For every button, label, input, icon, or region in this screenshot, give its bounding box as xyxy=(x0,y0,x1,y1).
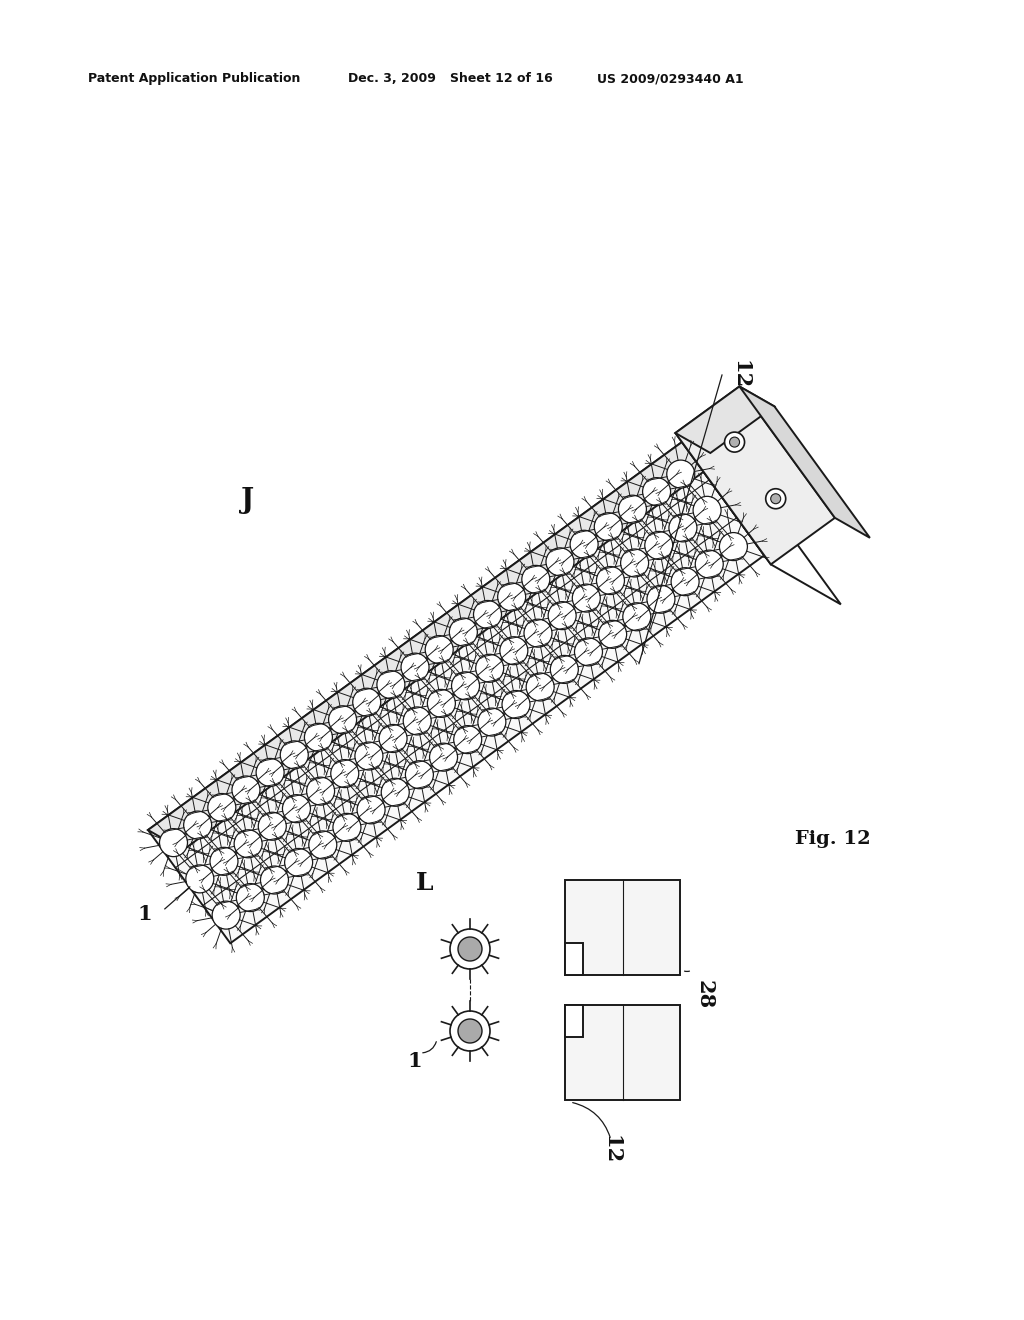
Circle shape xyxy=(210,847,238,875)
Circle shape xyxy=(185,865,214,892)
Circle shape xyxy=(478,708,506,737)
Circle shape xyxy=(546,548,574,576)
Circle shape xyxy=(524,619,552,647)
Circle shape xyxy=(645,532,673,560)
Circle shape xyxy=(550,656,579,684)
Polygon shape xyxy=(565,1005,583,1038)
Circle shape xyxy=(429,743,458,771)
Polygon shape xyxy=(148,442,717,850)
Polygon shape xyxy=(739,387,870,537)
Circle shape xyxy=(671,568,699,595)
Circle shape xyxy=(771,494,780,504)
Text: Patent Application Publication: Patent Application Publication xyxy=(88,73,300,84)
Polygon shape xyxy=(676,387,835,565)
Circle shape xyxy=(526,673,554,701)
Circle shape xyxy=(260,866,289,894)
Text: 1: 1 xyxy=(408,1051,422,1071)
Polygon shape xyxy=(682,442,800,576)
Circle shape xyxy=(283,795,310,822)
Circle shape xyxy=(425,636,454,664)
Circle shape xyxy=(522,565,550,594)
Circle shape xyxy=(256,759,284,787)
Circle shape xyxy=(285,849,312,876)
Circle shape xyxy=(377,671,404,698)
Text: US 2009/0293440 A1: US 2009/0293440 A1 xyxy=(597,73,743,84)
Circle shape xyxy=(258,812,287,841)
Circle shape xyxy=(766,488,785,508)
Circle shape xyxy=(548,602,577,630)
Text: Fig. 12: Fig. 12 xyxy=(795,830,870,847)
Circle shape xyxy=(450,618,477,645)
Circle shape xyxy=(450,1011,490,1051)
Circle shape xyxy=(379,725,408,752)
Text: L: L xyxy=(416,871,434,895)
Circle shape xyxy=(458,937,482,961)
Circle shape xyxy=(329,706,356,734)
Circle shape xyxy=(695,550,723,578)
Circle shape xyxy=(183,810,212,840)
Circle shape xyxy=(647,585,675,614)
Circle shape xyxy=(333,813,360,841)
Polygon shape xyxy=(676,433,841,605)
Circle shape xyxy=(500,636,527,665)
Circle shape xyxy=(458,1019,482,1043)
Text: Dec. 3, 2009: Dec. 3, 2009 xyxy=(348,73,436,84)
Circle shape xyxy=(381,779,410,807)
Circle shape xyxy=(725,432,744,453)
Circle shape xyxy=(667,461,694,488)
Circle shape xyxy=(473,601,502,628)
Circle shape xyxy=(454,726,481,754)
Text: 1: 1 xyxy=(137,904,153,924)
Text: Sheet 12 of 16: Sheet 12 of 16 xyxy=(450,73,553,84)
Circle shape xyxy=(596,566,625,594)
Circle shape xyxy=(406,760,433,789)
Circle shape xyxy=(599,620,627,648)
Circle shape xyxy=(212,902,241,929)
Circle shape xyxy=(450,929,490,969)
Circle shape xyxy=(693,496,721,524)
Circle shape xyxy=(729,437,739,447)
Polygon shape xyxy=(565,942,583,975)
Text: 28: 28 xyxy=(695,981,715,1010)
Circle shape xyxy=(621,549,648,577)
Circle shape xyxy=(669,513,697,543)
Circle shape xyxy=(574,638,602,665)
Circle shape xyxy=(232,776,260,804)
Polygon shape xyxy=(565,1005,680,1100)
Circle shape xyxy=(357,796,385,824)
Circle shape xyxy=(427,689,456,717)
Text: 12: 12 xyxy=(601,1135,621,1164)
Circle shape xyxy=(160,829,187,857)
Circle shape xyxy=(572,583,600,612)
Text: 12: 12 xyxy=(730,360,750,389)
Circle shape xyxy=(234,830,262,858)
Circle shape xyxy=(304,723,333,751)
Circle shape xyxy=(208,793,236,821)
Circle shape xyxy=(594,512,623,541)
Circle shape xyxy=(309,830,337,859)
Circle shape xyxy=(306,777,335,805)
Text: J: J xyxy=(242,487,255,513)
Circle shape xyxy=(281,741,308,768)
Polygon shape xyxy=(676,387,774,453)
Polygon shape xyxy=(565,880,680,975)
Circle shape xyxy=(498,583,525,611)
Polygon shape xyxy=(148,442,764,944)
Circle shape xyxy=(570,531,598,558)
Circle shape xyxy=(401,653,429,681)
Circle shape xyxy=(331,759,358,788)
Circle shape xyxy=(720,532,748,561)
Circle shape xyxy=(355,742,383,770)
Circle shape xyxy=(502,690,530,718)
Circle shape xyxy=(623,603,651,631)
Circle shape xyxy=(643,478,671,506)
Circle shape xyxy=(618,495,646,523)
Circle shape xyxy=(237,883,264,912)
Circle shape xyxy=(476,655,504,682)
Circle shape xyxy=(352,688,381,717)
Circle shape xyxy=(452,672,479,700)
Circle shape xyxy=(403,708,431,735)
